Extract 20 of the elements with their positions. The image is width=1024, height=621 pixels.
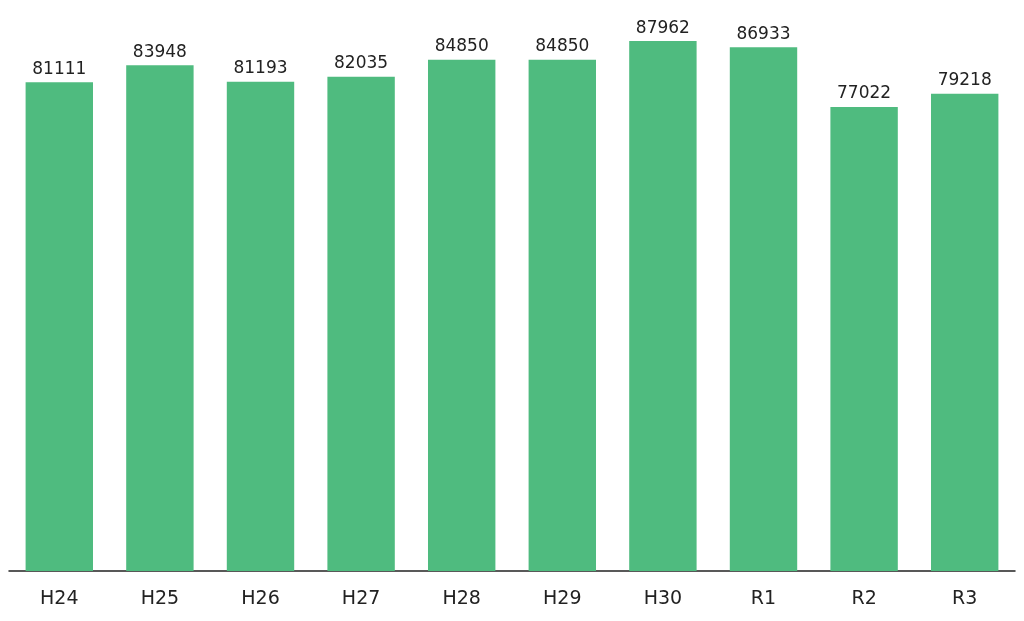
data-label: 87962	[635, 16, 690, 37]
data-label: 86933	[736, 22, 791, 43]
x-tick-label: H27	[341, 585, 381, 608]
x-tick-label: H28	[442, 585, 481, 608]
x-tick-label: H29	[543, 585, 582, 608]
x-tick-label: H25	[140, 585, 180, 608]
data-label: 83948	[132, 40, 187, 61]
x-tick-label: H24	[40, 585, 79, 608]
data-label: 82035	[334, 52, 389, 73]
x-tick-label: R1	[750, 585, 777, 608]
x-tick-label: R3	[952, 585, 978, 608]
data-label: 79218	[937, 69, 992, 90]
x-tick-label: H26	[241, 585, 280, 608]
data-label: 81111	[32, 57, 87, 78]
data-label: 81193	[233, 57, 288, 78]
data-label: 77022	[837, 82, 892, 103]
data-label: 84850	[535, 35, 590, 56]
data-label: 84850	[434, 35, 489, 56]
x-tick-label: H30	[643, 585, 683, 608]
x-tick-label: R2	[851, 585, 877, 608]
